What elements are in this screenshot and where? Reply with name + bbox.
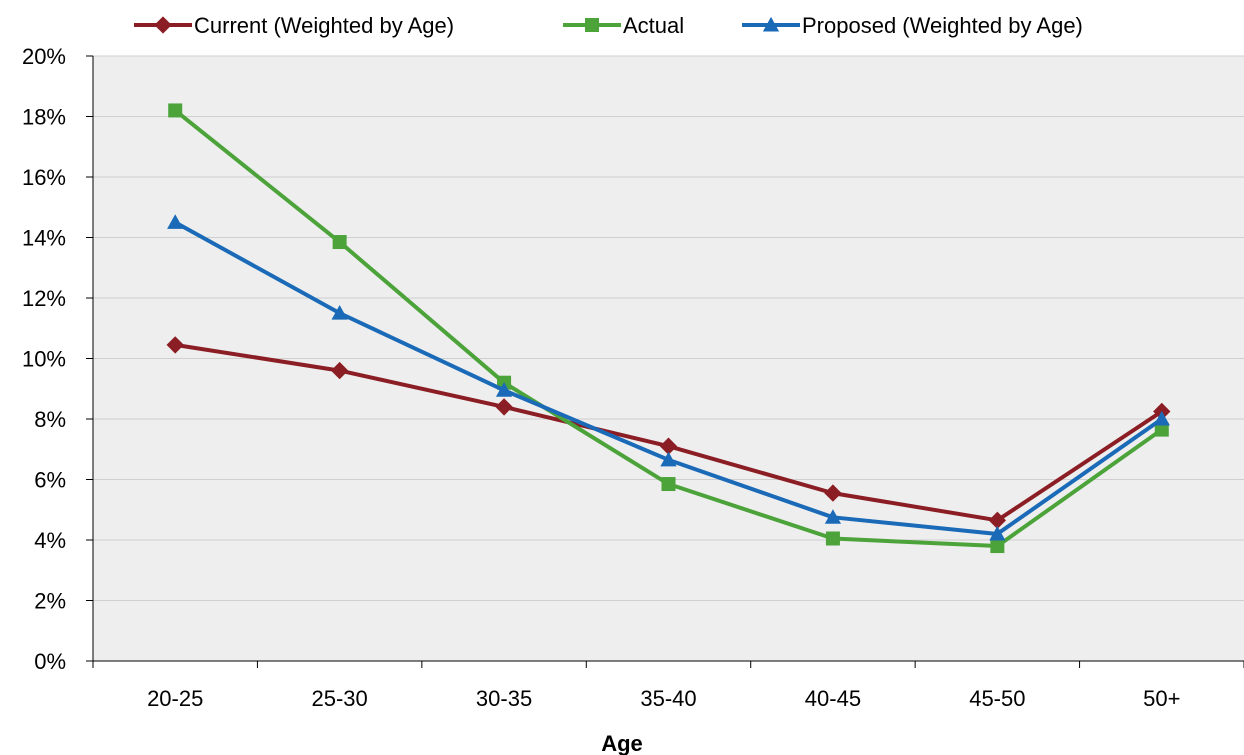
data-point-square: [825, 531, 840, 546]
legend-label: Actual: [623, 13, 684, 38]
y-tick-label: 2%: [34, 589, 66, 614]
y-tick-label: 18%: [22, 105, 66, 130]
legend-item: Actual: [563, 13, 684, 38]
legend: Current (Weighted by Age) Actual Proposed …: [134, 13, 1083, 38]
y-tick-label: 8%: [34, 407, 66, 432]
x-tick-label: 40-45: [805, 686, 861, 711]
y-tick-label: 4%: [34, 528, 66, 553]
legend-label: Proposed (Weighted by Age): [802, 13, 1083, 38]
y-tick-label: 20%: [22, 44, 66, 69]
data-point-diamond: [495, 398, 513, 416]
data-point-square: [332, 235, 347, 250]
data-point-square: [990, 539, 1005, 554]
y-tick-label: 0%: [34, 649, 66, 674]
series-actual: [168, 103, 1169, 554]
data-point-diamond: [154, 16, 172, 34]
x-tick-label: 50+: [1143, 686, 1180, 711]
data-point-triangle: [762, 16, 780, 32]
series-layer: [166, 103, 1171, 554]
data-point-square: [1154, 422, 1169, 437]
data-point-diamond: [330, 361, 349, 380]
x-tick-label: 30-35: [476, 686, 532, 711]
legend-label: Current (Weighted by Age): [194, 13, 454, 38]
data-point-square: [585, 18, 599, 32]
x-tick-label: 35-40: [640, 686, 696, 711]
y-tick-label: 14%: [22, 226, 66, 251]
data-point-diamond: [659, 437, 678, 455]
x-axis-title: Age: [601, 731, 643, 755]
data-point-triangle: [167, 214, 184, 229]
data-point-triangle: [495, 382, 513, 397]
data-point-triangle: [824, 509, 842, 524]
data-point-triangle: [660, 451, 677, 467]
y-tick-label: 6%: [34, 468, 66, 493]
data-point-square: [661, 477, 676, 492]
y-tick-label: 16%: [22, 165, 66, 190]
y-tick-label: 10%: [22, 347, 66, 372]
legend-item: Current (Weighted by Age): [134, 13, 454, 38]
x-tick-label: 20-25: [147, 686, 203, 711]
x-tick-label: 25-30: [312, 686, 368, 711]
data-point-diamond: [166, 336, 184, 354]
series-proposed-weighted-by-age: [167, 214, 1170, 541]
data-point-square: [168, 103, 183, 118]
axes: 0% 2% 4% 6% 8% 10% 12% 14% 16% 18% 20% 20-25 25-30 30…: [22, 44, 1244, 711]
data-point-triangle: [1153, 410, 1170, 426]
data-point-triangle: [331, 305, 348, 320]
legend-item: Proposed (Weighted by Age): [742, 13, 1083, 38]
data-point-triangle: [989, 525, 1006, 541]
y-tick-label: 12%: [22, 286, 66, 311]
data-point-diamond: [988, 511, 1007, 530]
x-tick-label: 45-50: [969, 686, 1025, 711]
data-point-diamond: [824, 484, 842, 502]
